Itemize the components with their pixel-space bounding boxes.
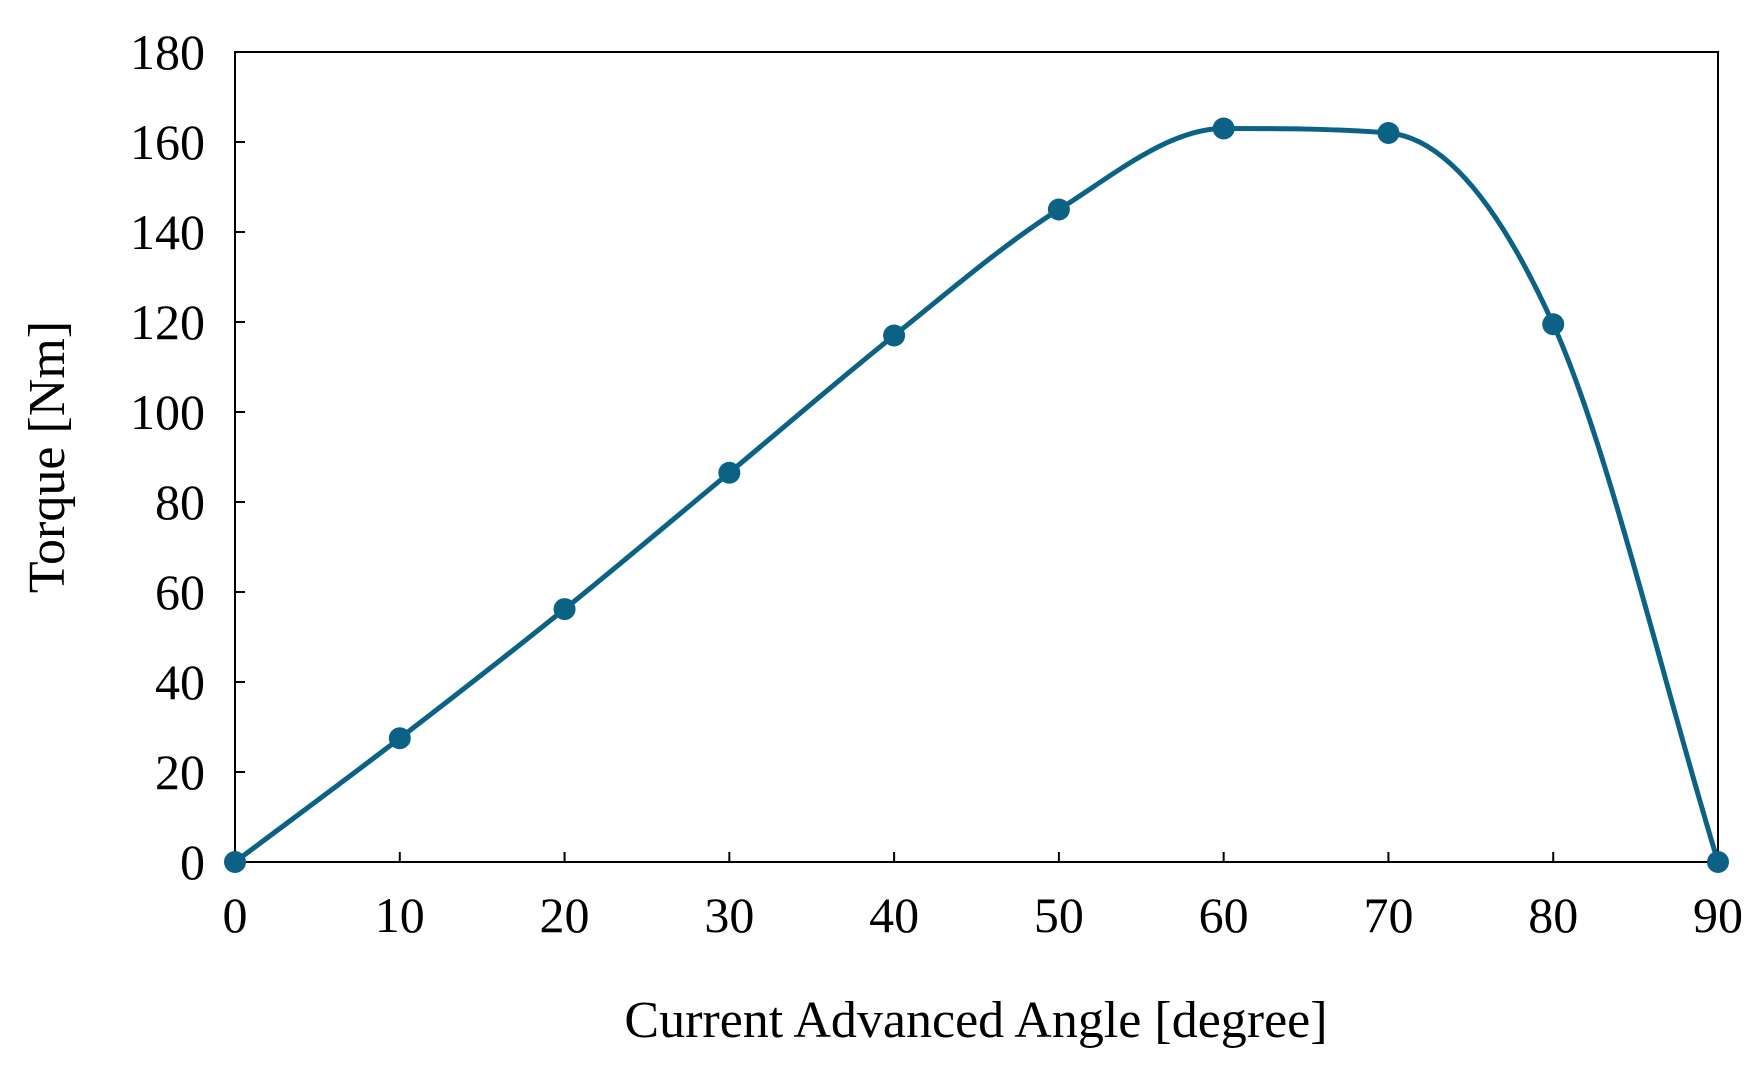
y-tick-label: 100 [130, 384, 205, 440]
x-tick-label: 20 [540, 887, 590, 943]
data-point [224, 851, 246, 873]
data-point [1377, 122, 1400, 144]
y-axis-title: Torque [Nm] [19, 321, 76, 593]
y-tick-label: 0 [180, 834, 205, 890]
torque-series-points [224, 117, 1729, 873]
x-tick-label: 10 [375, 887, 425, 943]
data-point [883, 324, 906, 347]
y-tick-label: 80 [155, 474, 205, 530]
data-point [1707, 851, 1729, 873]
x-axis-ticks [234, 852, 1719, 862]
y-tick-label: 180 [130, 24, 205, 80]
data-point [388, 727, 411, 750]
y-axis-tick-labels: 0 20 40 60 80 100 120 140 160 180 [130, 24, 205, 890]
y-tick-label: 60 [155, 564, 205, 620]
x-tick-label: 30 [704, 887, 754, 943]
data-point [1047, 198, 1070, 221]
x-tick-label: 60 [1199, 887, 1249, 943]
y-tick-label: 140 [130, 204, 205, 260]
plot-area-frame [234, 51, 1719, 863]
y-tick-label: 20 [155, 744, 205, 800]
data-point [553, 598, 576, 621]
x-tick-label: 50 [1034, 887, 1084, 943]
x-axis-title: Current Advanced Angle [degree] [624, 992, 1327, 1049]
y-tick-label: 40 [155, 654, 205, 710]
x-tick-label: 0 [223, 887, 248, 943]
torque-series-line [232, 126, 1721, 865]
data-point [1542, 313, 1565, 336]
data-point [718, 461, 741, 484]
x-tick-label: 40 [869, 887, 919, 943]
x-tick-label: 90 [1693, 887, 1743, 943]
y-tick-label: 120 [130, 294, 205, 350]
x-axis-tick-labels: 0 10 20 30 40 50 60 70 80 90 [223, 887, 1744, 943]
y-tick-label: 160 [130, 114, 205, 170]
data-point [1212, 117, 1235, 140]
y-axis-ticks [235, 51, 245, 863]
x-tick-label: 80 [1528, 887, 1578, 943]
x-tick-label: 70 [1363, 887, 1413, 943]
